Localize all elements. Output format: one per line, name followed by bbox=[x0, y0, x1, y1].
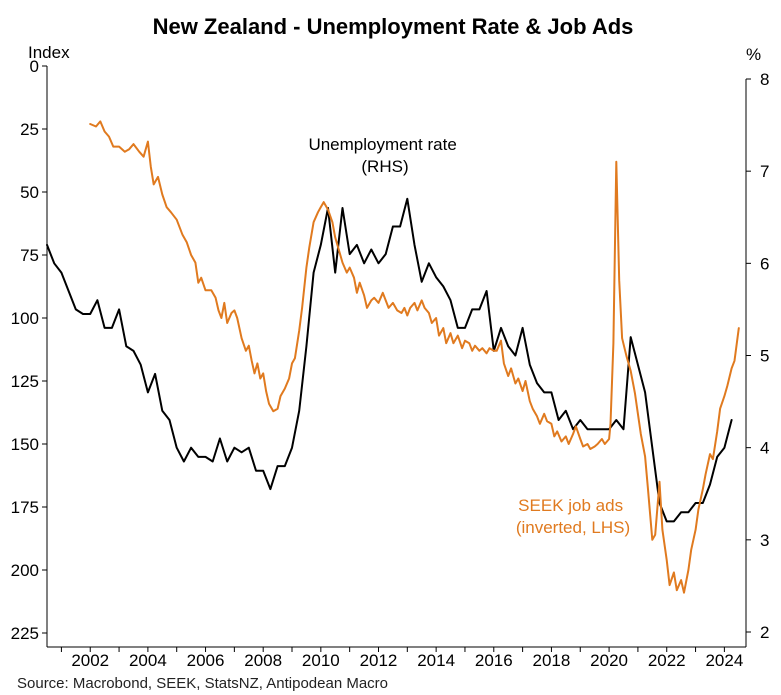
left-tick-label: 175 bbox=[11, 498, 39, 517]
chart-title: New Zealand - Unemployment Rate & Job Ad… bbox=[153, 14, 634, 39]
x-tick-label: 2020 bbox=[590, 651, 628, 670]
left-tick-label: 0 bbox=[30, 57, 39, 76]
source-note: Source: Macrobond, SEEK, StatsNZ, Antipo… bbox=[17, 675, 388, 692]
x-tick-label: 2002 bbox=[71, 651, 109, 670]
seek-annotation: SEEK job ads (inverted, LHS) bbox=[516, 496, 630, 537]
x-tick-label: 2018 bbox=[533, 651, 571, 670]
left-axis-unit-label: Index bbox=[28, 43, 70, 62]
right-tick-label: 7 bbox=[760, 162, 769, 181]
series-layer bbox=[46, 120, 740, 594]
left-tick-label: 50 bbox=[20, 183, 39, 202]
right-tick-label: 2 bbox=[760, 623, 769, 642]
right-tick-label: 6 bbox=[760, 254, 769, 273]
right-tick-label: 5 bbox=[760, 347, 769, 366]
right-tick-label: 8 bbox=[760, 70, 769, 89]
right-axis-ticks: 2 3 4 5 6 7 8 bbox=[746, 70, 769, 642]
left-tick-label: 125 bbox=[11, 372, 39, 391]
seek-series-line bbox=[89, 120, 740, 594]
left-axis-ticks: 0 25 50 75 100 125 150 175 200 225 bbox=[11, 57, 47, 643]
left-tick-label: 75 bbox=[20, 246, 39, 265]
right-tick-label: 4 bbox=[760, 439, 769, 458]
left-tick-label: 25 bbox=[20, 120, 39, 139]
right-tick-label: 3 bbox=[760, 531, 769, 550]
left-tick-label: 150 bbox=[11, 435, 39, 454]
unemployment-annotation-line-1: Unemployment rate bbox=[308, 135, 456, 154]
x-tick-label: 2010 bbox=[302, 651, 340, 670]
left-tick-label: 200 bbox=[11, 561, 39, 580]
x-axis-ticks: 2002 2004 2006 2008 2010 2012 2014 2016 2018 2020… bbox=[60, 647, 743, 670]
x-tick-label: 2022 bbox=[648, 651, 686, 670]
x-tick-label: 2004 bbox=[129, 651, 167, 670]
x-tick-label: 2024 bbox=[705, 651, 743, 670]
x-tick-label: 2014 bbox=[417, 651, 455, 670]
seek-annotation-line-2: (inverted, LHS) bbox=[516, 518, 630, 537]
x-tick-label: 2006 bbox=[187, 651, 225, 670]
unemployment-annotation-line-2: (RHS) bbox=[361, 157, 408, 176]
x-tick-label: 2012 bbox=[360, 651, 398, 670]
unemployment-annotation: Unemployment rate (RHS) bbox=[308, 135, 461, 176]
x-tick-label: 2016 bbox=[475, 651, 513, 670]
right-axis-unit-label: % bbox=[746, 45, 761, 64]
seek-annotation-line-1: SEEK job ads bbox=[518, 496, 623, 515]
x-tick-label: 2008 bbox=[244, 651, 282, 670]
unemployment-series-line bbox=[46, 197, 733, 523]
left-tick-label: 100 bbox=[11, 309, 39, 328]
left-tick-label: 225 bbox=[11, 624, 39, 643]
